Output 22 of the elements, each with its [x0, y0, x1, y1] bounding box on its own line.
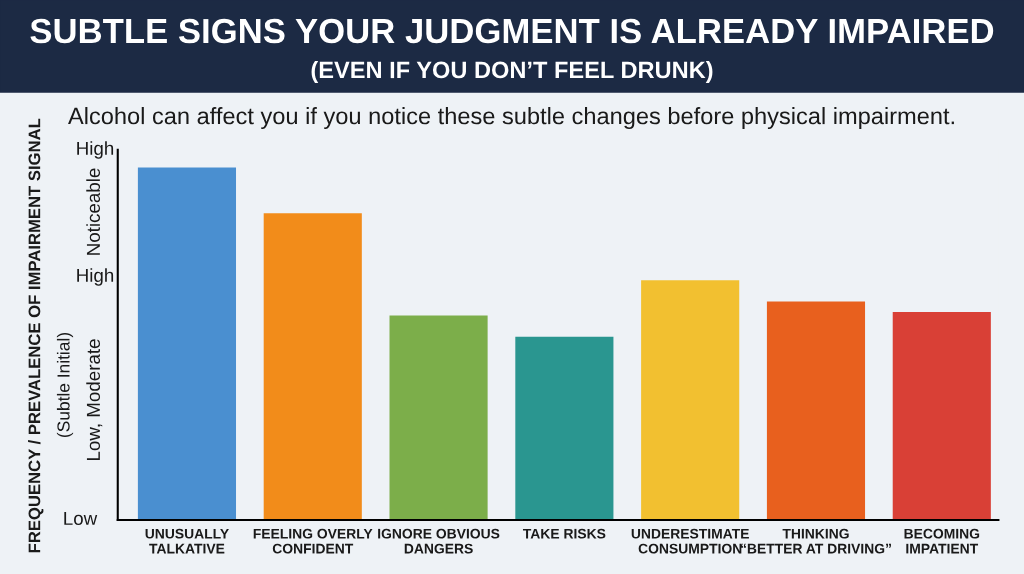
text: High — [77, 141, 114, 159]
text: Alcohol can affect you if you notice these subtle changes before physical impairment. — [68, 107, 954, 130]
bar — [892, 312, 991, 521]
x-tick-label: BECOMING IMPATIENT — [904, 528, 980, 554]
text: (Subtle Initial) — [56, 333, 74, 437]
x-tick-label: UNUSUALLY TALKATIVE — [145, 528, 229, 554]
x-tick-label: TAKE RISKS — [522, 528, 606, 539]
bar — [389, 315, 488, 521]
text: High — [77, 268, 114, 286]
text: Low — [64, 511, 98, 526]
chart-subtitle: (EVEN IF YOU DON’T FEEL DRUNK) — [311, 61, 713, 84]
x-tick-label: IGNORE OBVIOUS DANGERS — [378, 528, 500, 554]
y-axis-title: FREQUENCY / PREVALENCE OF IMPAIRMENT SIGNAL — [28, 118, 44, 553]
text: Noticeable — [86, 168, 101, 255]
bar — [641, 280, 740, 521]
bar — [263, 213, 362, 521]
x-tick-label: FEELING OVERLY CONFIDENT — [253, 528, 373, 554]
bar — [515, 336, 614, 521]
text: Low, Moderate — [86, 339, 103, 460]
chart-title: SUBTLE SIGNS YOUR JUDGMENT IS ALREADY IMPAIRED — [30, 18, 994, 44]
bar — [766, 301, 866, 521]
bar — [137, 167, 237, 521]
